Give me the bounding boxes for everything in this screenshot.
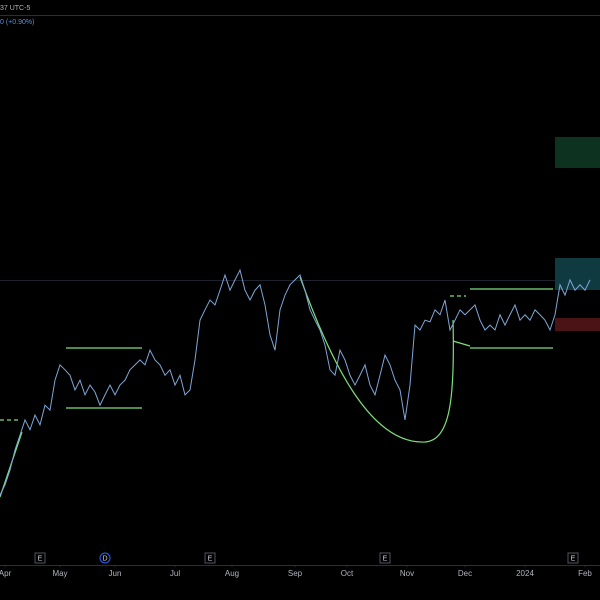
event-label: D: [102, 555, 107, 562]
event-badge: [34, 552, 46, 564]
x-tick-label: Nov: [400, 569, 414, 578]
event-badge: [379, 552, 391, 564]
drawings: [0, 276, 553, 498]
event-label: E: [571, 555, 576, 562]
stop-zone: [555, 318, 600, 331]
event-marker: E: [204, 552, 216, 564]
event-badge: [204, 552, 216, 564]
event-label: E: [383, 555, 388, 562]
x-tick-label: Jun: [109, 569, 122, 578]
x-tick-label: Dec: [458, 569, 472, 578]
event-marker: E: [379, 552, 391, 564]
event-marker: E: [567, 552, 579, 564]
range-lines: [66, 347, 142, 409]
event-marker: D: [99, 552, 111, 564]
x-tick-label: May: [52, 569, 67, 578]
event-badge: [99, 552, 111, 564]
event-label: E: [38, 555, 43, 562]
x-tick-label: Sep: [288, 569, 303, 578]
event-marker: E: [34, 552, 46, 564]
x-tick-label: Jul: [170, 569, 180, 578]
target-zone: [555, 137, 600, 168]
event-badge: [567, 552, 579, 564]
x-tick-label: Apr: [0, 569, 12, 578]
x-tick-label: 2024: [516, 569, 534, 578]
entry-zone: [555, 258, 600, 290]
header-change: 0 (+0.90%): [0, 19, 34, 26]
cup-curve: [299, 276, 454, 443]
header-time: 37 UTC-5: [0, 5, 30, 12]
event-label: E: [208, 555, 213, 562]
x-tick-label: Feb: [578, 569, 592, 578]
handle-line: [452, 340, 471, 347]
price-line: [0, 268, 591, 496]
x-tick-label: Aug: [225, 569, 239, 578]
x-tick-label: Oct: [341, 569, 354, 578]
range-lines: [470, 288, 553, 349]
